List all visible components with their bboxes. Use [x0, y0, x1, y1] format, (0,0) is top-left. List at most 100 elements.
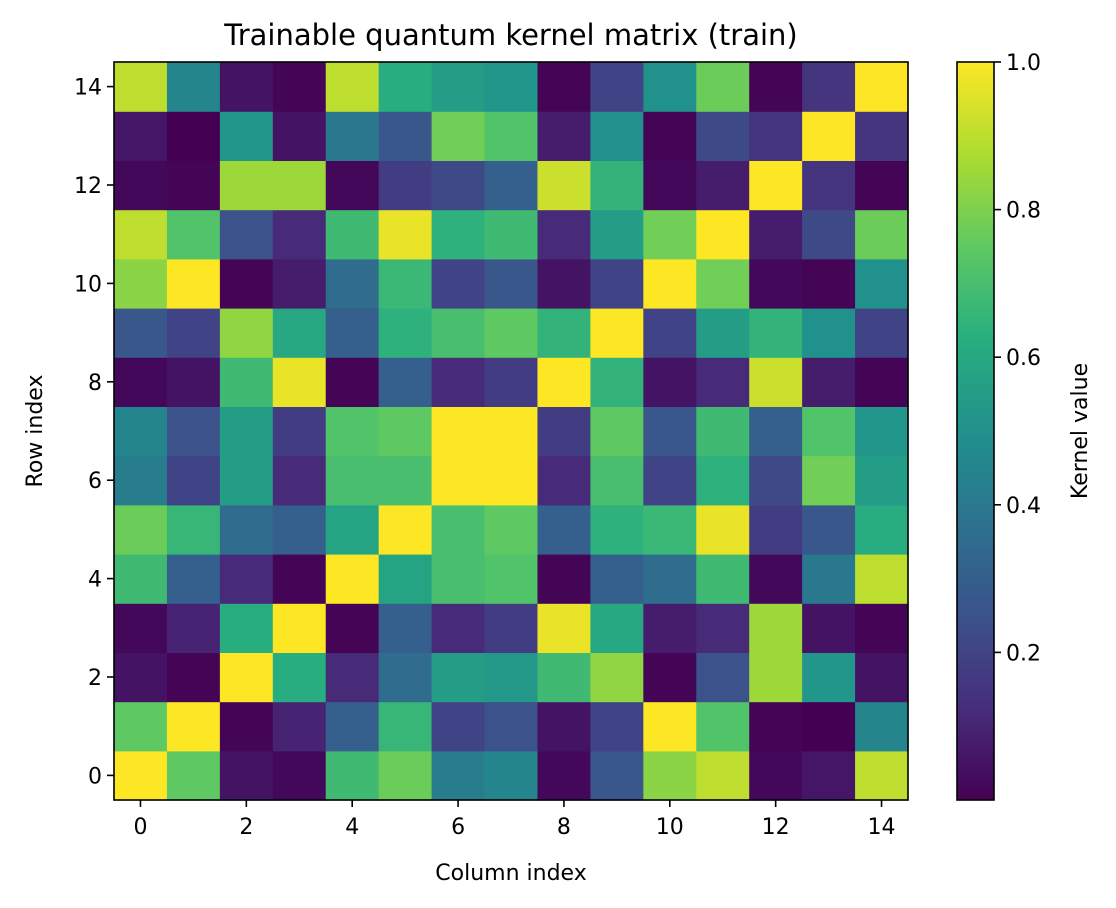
- heatmap-cell-r12-c14: [855, 160, 909, 211]
- heatmap-cell-r14-c10: [643, 62, 697, 112]
- heatmap-cell-r1-c13: [802, 701, 856, 752]
- heatmap-cell-r5-c12: [749, 504, 803, 555]
- heatmap-cell-r11-c14: [855, 209, 909, 260]
- heatmap-cell-r2-c4: [325, 652, 380, 703]
- heatmap-cell-r8-c6: [431, 357, 486, 407]
- heatmap-cell-r6-c3: [272, 455, 327, 506]
- heatmap-cell-r5-c3: [272, 504, 327, 555]
- heatmap-cell-r1-c14: [855, 701, 909, 752]
- y-tick-label-4: 4: [88, 568, 102, 593]
- heatmap-cell-r10-c9: [590, 258, 644, 309]
- heatmap-cell-r10-c2: [219, 258, 274, 309]
- heatmap-cell-r11-c6: [431, 209, 486, 260]
- heatmap-cell-r10-c5: [378, 258, 433, 309]
- heatmap-cell-r9-c11: [696, 308, 750, 358]
- heatmap-cell-r6-c1: [166, 455, 221, 506]
- heatmap-cell-r13-c0: [114, 111, 168, 161]
- heatmap-cell-r14-c13: [802, 62, 856, 112]
- heatmap-cell-r4-c10: [643, 554, 697, 604]
- heatmap-cell-r2-c1: [166, 652, 221, 703]
- heatmap-cell-r5-c9: [590, 504, 644, 555]
- heatmap-cell-r14-c4: [325, 62, 380, 112]
- colorbar-tick-label-0.6: 0.6: [1006, 346, 1041, 371]
- heatmap-cell-r13-c12: [749, 111, 803, 161]
- heatmap-cell-r0-c4: [325, 750, 380, 801]
- colorbar-tick-label-1.0: 1.0: [1006, 51, 1041, 76]
- x-tick-label-8: 8: [557, 815, 571, 840]
- heatmap-cell-r6-c13: [802, 455, 856, 506]
- heatmap-cell-r6-c8: [537, 455, 591, 506]
- heatmap-cell-r7-c13: [802, 406, 856, 457]
- heatmap-cell-r1-c0: [114, 701, 168, 752]
- heatmap-cell-r4-c3: [272, 554, 327, 604]
- heatmap-cell-r14-c7: [484, 62, 539, 112]
- x-tick-label-0: 0: [133, 815, 147, 840]
- heatmap-cell-r11-c5: [378, 209, 433, 260]
- heatmap-cell-r7-c14: [855, 406, 909, 457]
- heatmap-cell-r5-c10: [643, 504, 697, 555]
- heatmap-cell-r12-c7: [484, 160, 539, 211]
- heatmap-cell-r1-c4: [325, 701, 380, 752]
- heatmap-cell-r8-c3: [272, 357, 327, 407]
- heatmap-cell-r8-c9: [590, 357, 644, 407]
- heatmap-cell-r6-c2: [219, 455, 274, 506]
- heatmap-cell-r7-c5: [378, 406, 433, 457]
- heatmap-cell-r11-c7: [484, 209, 539, 260]
- colorbar-tick-label-0.2: 0.2: [1006, 641, 1041, 666]
- heatmap-cell-r10-c13: [802, 258, 856, 309]
- heatmap-cell-r13-c11: [696, 111, 750, 161]
- heatmap-cell-r9-c8: [537, 308, 591, 358]
- heatmap-cell-r13-c13: [802, 111, 856, 161]
- heatmap-cell-r6-c12: [749, 455, 803, 506]
- heatmap-cell-r0-c5: [378, 750, 433, 801]
- heatmap-cell-r9-c3: [272, 308, 327, 358]
- heatmap-cell-r0-c3: [272, 750, 327, 801]
- heatmap-cell-r4-c6: [431, 554, 486, 604]
- heatmap-cells: [114, 62, 909, 801]
- heatmap-cell-r2-c5: [378, 652, 433, 703]
- y-tick-label-2: 2: [88, 666, 102, 691]
- heatmap-cell-r5-c8: [537, 504, 591, 555]
- heatmap-cell-r2-c11: [696, 652, 750, 703]
- heatmap-cell-r6-c6: [431, 455, 486, 506]
- heatmap-cell-r12-c2: [219, 160, 274, 211]
- heatmap-cell-r5-c7: [484, 504, 539, 555]
- heatmap-cell-r14-c14: [855, 62, 909, 112]
- heatmap-cell-r11-c8: [537, 209, 591, 260]
- x-tick-label-12: 12: [762, 815, 790, 840]
- heatmap-cell-r5-c11: [696, 504, 750, 555]
- heatmap-cell-r9-c10: [643, 308, 697, 358]
- heatmap-cell-r0-c12: [749, 750, 803, 801]
- heatmap-cell-r8-c5: [378, 357, 433, 407]
- heatmap-cell-r3-c5: [378, 603, 433, 653]
- heatmap-cell-r12-c10: [643, 160, 697, 211]
- heatmap-cell-r10-c7: [484, 258, 539, 309]
- heatmap-cell-r2-c13: [802, 652, 856, 703]
- x-axis-ticks: 0 2 4 6 8 10 12 14: [133, 800, 896, 840]
- heatmap-cell-r4-c14: [855, 554, 909, 604]
- heatmap-cell-r4-c9: [590, 554, 644, 604]
- heatmap-cell-r13-c14: [855, 111, 909, 161]
- heatmap-cell-r7-c3: [272, 406, 327, 457]
- heatmap-cell-r1-c12: [749, 701, 803, 752]
- heatmap-cell-r0-c14: [855, 750, 909, 801]
- y-axis-ticks: 0 2 4 6 8 10 12 14: [74, 76, 114, 789]
- heatmap-cell-r13-c1: [166, 111, 221, 161]
- heatmap-cell-r10-c3: [272, 258, 327, 309]
- heatmap-cell-r4-c12: [749, 554, 803, 604]
- heatmap-cell-r6-c9: [590, 455, 644, 506]
- heatmap-cell-r1-c5: [378, 701, 433, 752]
- heatmap-cell-r3-c4: [325, 603, 380, 653]
- heatmap-cell-r11-c3: [272, 209, 327, 260]
- heatmap-cell-r4-c5: [378, 554, 433, 604]
- heatmap-cell-r3-c11: [696, 603, 750, 653]
- heatmap-cell-r3-c8: [537, 603, 591, 653]
- heatmap-cell-r2-c9: [590, 652, 644, 703]
- heatmap-cell-r4-c13: [802, 554, 856, 604]
- heatmap-cell-r4-c7: [484, 554, 539, 604]
- heatmap-cell-r12-c11: [696, 160, 750, 211]
- heatmap-cell-r4-c1: [166, 554, 221, 604]
- heatmap-cell-r8-c8: [537, 357, 591, 407]
- heatmap-cell-r9-c1: [166, 308, 221, 358]
- heatmap-cell-r0-c8: [537, 750, 591, 801]
